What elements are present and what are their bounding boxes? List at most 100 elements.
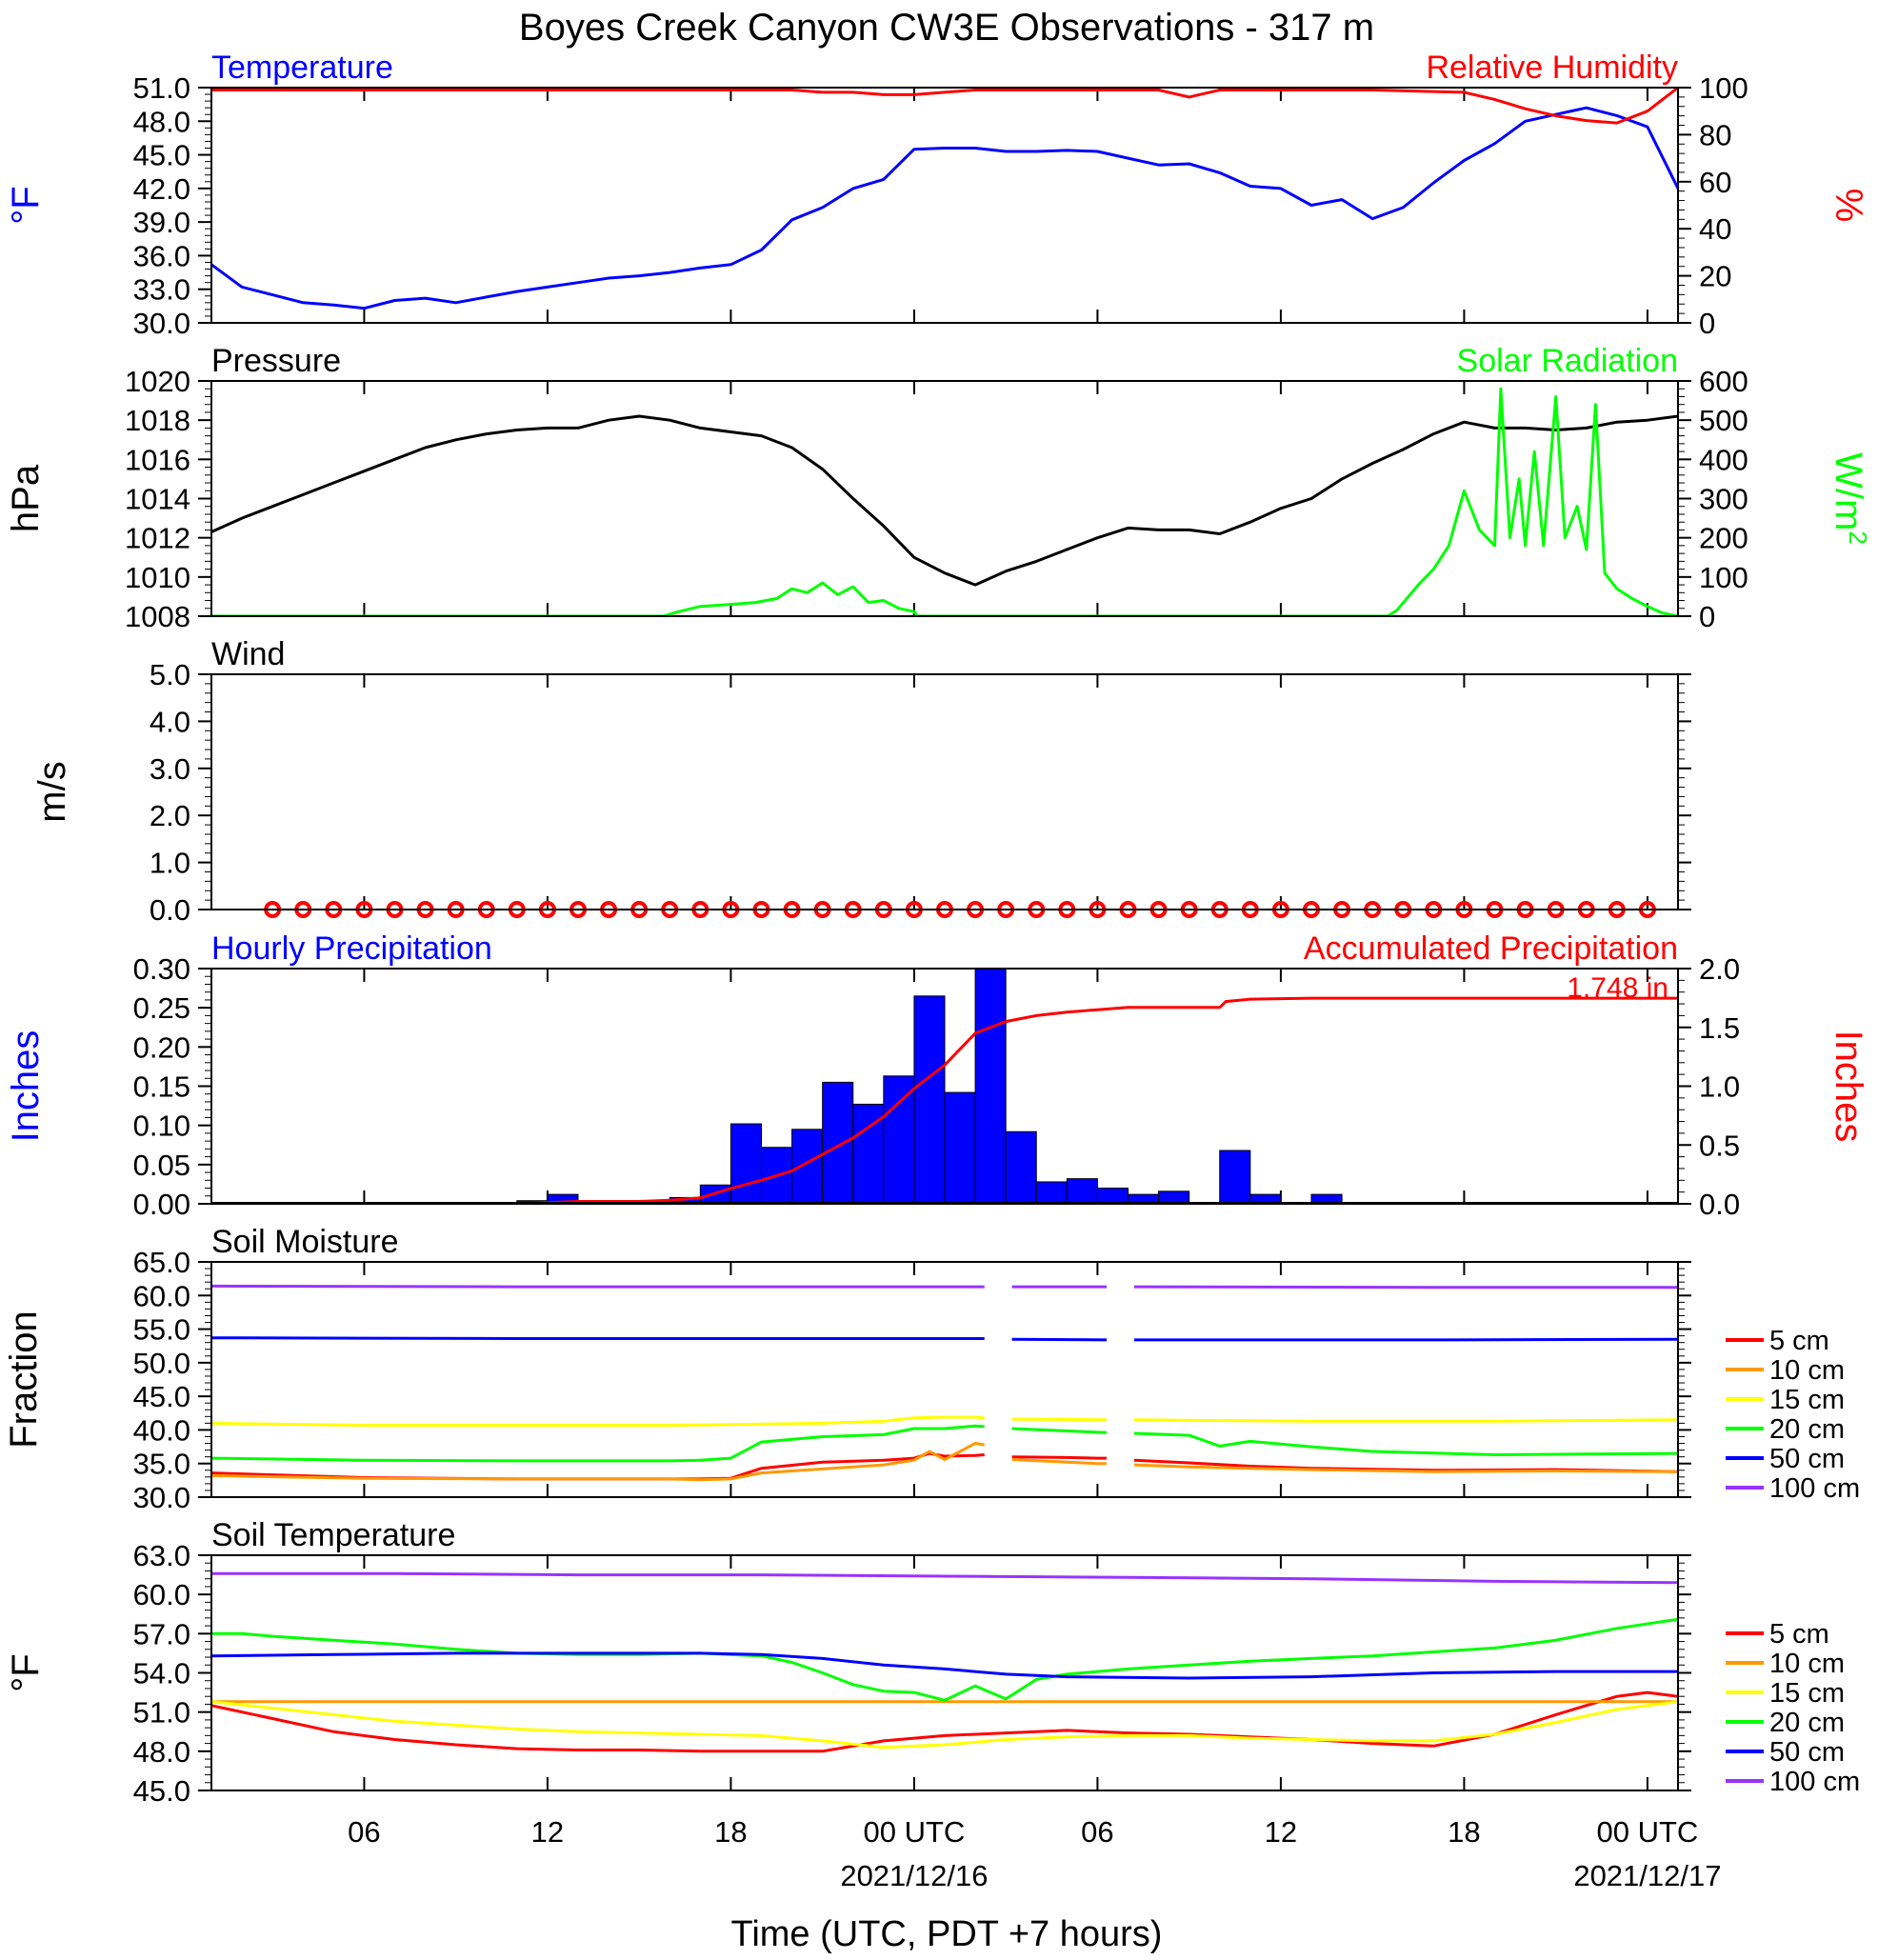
y-tick-label: 35.0 <box>133 1448 190 1481</box>
y2-tick-label: 100 <box>1699 71 1748 105</box>
y-tick-label: 36.0 <box>133 239 190 272</box>
panel-frame <box>210 968 1679 1205</box>
legend-label: 50 cm <box>1769 1444 1845 1474</box>
legend-label: 20 cm <box>1769 1414 1845 1445</box>
panel-right-title: Solar Radiation <box>1457 343 1678 379</box>
y2-axis-label-text: W/m <box>1828 452 1869 530</box>
series-line-50-cm <box>211 1651 1678 1680</box>
y-tick-label: 1020 <box>125 365 190 398</box>
precip-bar <box>1219 1150 1251 1204</box>
y-axis-label: m/s <box>31 761 73 822</box>
y-tick-label: 2.0 <box>150 799 190 832</box>
panel-frame <box>210 673 1679 910</box>
series-line-relative-humidity <box>211 88 1678 125</box>
series-line-pressure <box>211 414 1678 587</box>
y-tick-label: 0.10 <box>133 1110 190 1143</box>
x-tick-date-label: 2021/12/17 <box>1573 1859 1721 1892</box>
y-tick-label: 0.20 <box>133 1030 190 1064</box>
series-line-20-cm <box>211 1617 1678 1702</box>
panel-right-title: Accumulated Precipitation <box>1304 930 1678 967</box>
y2-tick-label: 80 <box>1699 118 1731 151</box>
y-tick-label: 33.0 <box>133 273 190 307</box>
panel-2: Wind 0.0 1.0 2.0 3.0 4.0 5.0 m/s <box>31 636 1691 927</box>
series-line-solar-radiation <box>211 387 1678 616</box>
y-tick-label: 45.0 <box>133 139 190 172</box>
y-axis-label: °F <box>5 1653 47 1691</box>
x-tick-label: 18 <box>1448 1815 1480 1849</box>
panels: Temperature Relative Humidity30.033.036.0… <box>3 50 1872 1808</box>
y-tick-label: 1018 <box>125 404 190 437</box>
panel-5: Soil Temperature 45.0 48.0 51.0 54.0 57.0 60.0… <box>5 1517 1860 1808</box>
y-axis-label: °F <box>5 186 47 224</box>
panel-frame <box>210 380 1679 617</box>
y-tick-label: 30.0 <box>133 1481 190 1514</box>
y-tick-label: 51.0 <box>133 1696 190 1730</box>
y-tick-label: 55.0 <box>133 1313 190 1347</box>
precip-bar <box>729 1123 763 1204</box>
y-tick-label: 42.0 <box>133 172 190 206</box>
y-tick-label: 0.30 <box>133 952 190 986</box>
y-tick-label: 1012 <box>125 522 190 555</box>
panel-frame <box>210 87 1679 324</box>
series-line-100-cm <box>211 1571 1678 1585</box>
panel-0: Temperature Relative Humidity 30.033.036.0… <box>5 50 1869 340</box>
y-tick-label: 50.0 <box>133 1347 190 1380</box>
panel-1: Pressure Solar Radiation 1008 1010 1012 1014 1… <box>5 343 1872 633</box>
y2-axis-label: Inches <box>1828 1030 1869 1143</box>
x-tick-label: 18 <box>714 1815 747 1849</box>
legend-label: 10 cm <box>1769 1355 1845 1386</box>
precip-bar <box>913 995 946 1204</box>
y-axis-label: Inches <box>5 1030 47 1143</box>
series-line-15-cm <box>211 1415 1678 1427</box>
panel-left-title: Hourly Precipitation <box>211 930 492 967</box>
precip-bar <box>1096 1188 1129 1204</box>
y-tick-label: 1.0 <box>150 847 190 880</box>
panel-data <box>211 1571 1678 1753</box>
y-axis-label: Fraction <box>3 1310 45 1449</box>
y2-tick-label: 0.0 <box>1699 1188 1740 1221</box>
y2-tick-label: 500 <box>1699 404 1748 437</box>
y2-tick-label: 1.5 <box>1699 1011 1740 1045</box>
x-tick-date-label: 2021/12/16 <box>840 1859 988 1892</box>
panel-frame <box>210 1261 1679 1498</box>
panel-3: Hourly Precipitation Accumulated Precipit… <box>5 930 1869 1221</box>
precip-bar <box>1035 1181 1068 1204</box>
y-tick-label: 0.00 <box>133 1188 190 1221</box>
x-tick-label: 06 <box>1081 1815 1113 1849</box>
y2-axis-label-text: % <box>1828 189 1869 223</box>
y2-axis-label-sup: 2 <box>1844 530 1872 544</box>
legend-label: 20 cm <box>1769 1708 1845 1738</box>
y-tick-label: 45.0 <box>133 1380 190 1413</box>
legend-label: 15 cm <box>1769 1385 1845 1415</box>
x-tick-label: 00 UTC <box>864 1815 966 1849</box>
y2-tick-label: 60 <box>1699 166 1731 199</box>
y2-tick-label: 200 <box>1699 522 1748 555</box>
series-line-20-cm <box>211 1424 1678 1463</box>
panel-data <box>211 88 1678 310</box>
precip-bar <box>822 1081 854 1204</box>
precip-bar <box>883 1075 915 1204</box>
panel-right-title: Relative Humidity <box>1426 50 1678 86</box>
precip-bar <box>791 1129 824 1204</box>
legend-label: 5 cm <box>1769 1619 1829 1650</box>
y2-tick-label: 400 <box>1699 443 1748 476</box>
y2-tick-label: 0 <box>1699 307 1715 340</box>
panel-data <box>211 1284 1678 1482</box>
y2-axis-label: % <box>1828 189 1869 223</box>
y2-axis-label-text: Inches <box>1828 1030 1869 1143</box>
y-tick-label: 48.0 <box>133 1735 190 1769</box>
legend-label: 10 cm <box>1769 1649 1845 1679</box>
y-tick-label: 63.0 <box>133 1539 190 1572</box>
y2-tick-label: 0.5 <box>1699 1129 1740 1162</box>
y-tick-label: 0.25 <box>133 991 190 1025</box>
y-tick-label: 54.0 <box>133 1657 190 1690</box>
y-tick-label: 65.0 <box>133 1246 190 1279</box>
y-tick-label: 60.0 <box>133 1279 190 1312</box>
series-line-15-cm <box>211 1700 1678 1750</box>
y2-tick-label: 600 <box>1699 365 1748 398</box>
panel-left-title: Soil Moisture <box>211 1224 399 1260</box>
y-tick-label: 3.0 <box>150 752 190 786</box>
figure-title: Boyes Creek Canyon CW3E Observations - 3… <box>519 7 1374 49</box>
y-tick-label: 1008 <box>125 600 190 633</box>
